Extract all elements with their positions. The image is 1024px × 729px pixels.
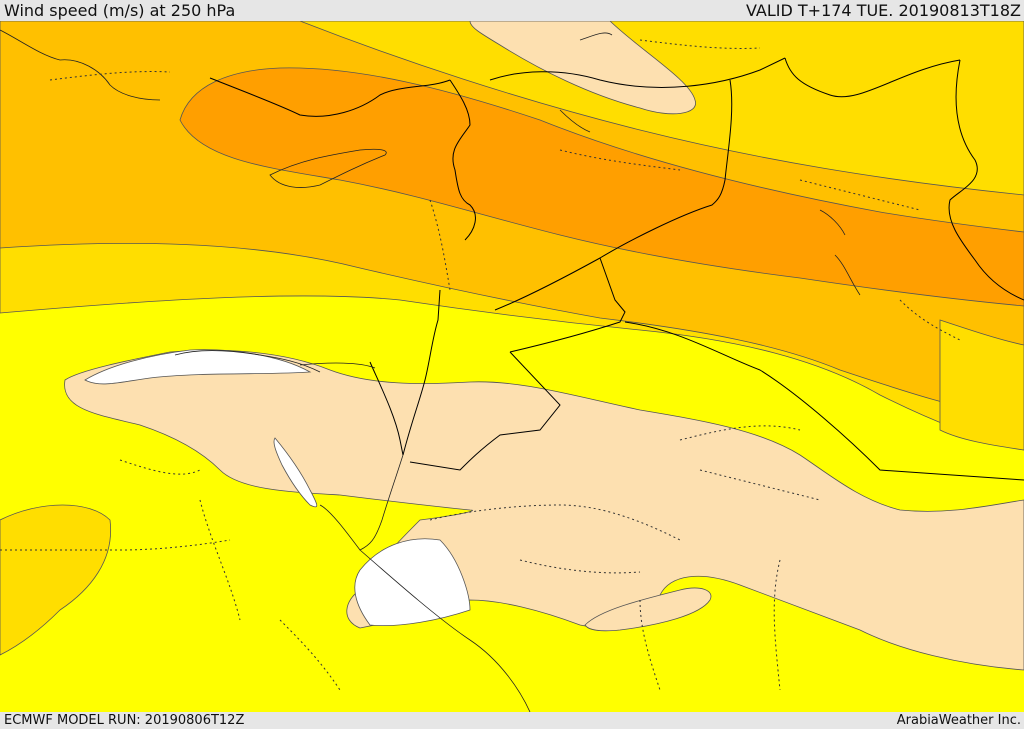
coastlines [0, 29, 861, 712]
wind-speed-map [0, 21, 1024, 712]
provincial-borders [0, 39, 961, 691]
contour-min-coast [84, 349, 312, 385]
contour-low-patch-north [469, 21, 696, 115]
valid-time: VALID T+174 TUE. 20190813T18Z [745, 1, 1021, 20]
map-title: Wind speed (m/s) at 250 hPa [4, 1, 236, 20]
contour-low-southwest [584, 587, 712, 632]
contour-min-south [354, 538, 471, 626]
country-borders [209, 57, 1024, 481]
header-bar: Wind speed (m/s) at 250 hPa VALID T+174 … [0, 0, 1024, 21]
contour-jet-core [179, 67, 1024, 307]
model-run: ECMWF MODEL RUN: 20190806T12Z [4, 713, 245, 728]
credit-label: ArabiaWeather Inc. [896, 713, 1021, 728]
footer-bar: ECMWF MODEL RUN: 20190806T12Z ArabiaWeat… [0, 712, 1024, 729]
contour-right-gold [939, 319, 1024, 451]
contour-left-gold [0, 504, 112, 656]
contour-min-gulf [273, 437, 318, 508]
contour-low-region [64, 349, 1024, 671]
